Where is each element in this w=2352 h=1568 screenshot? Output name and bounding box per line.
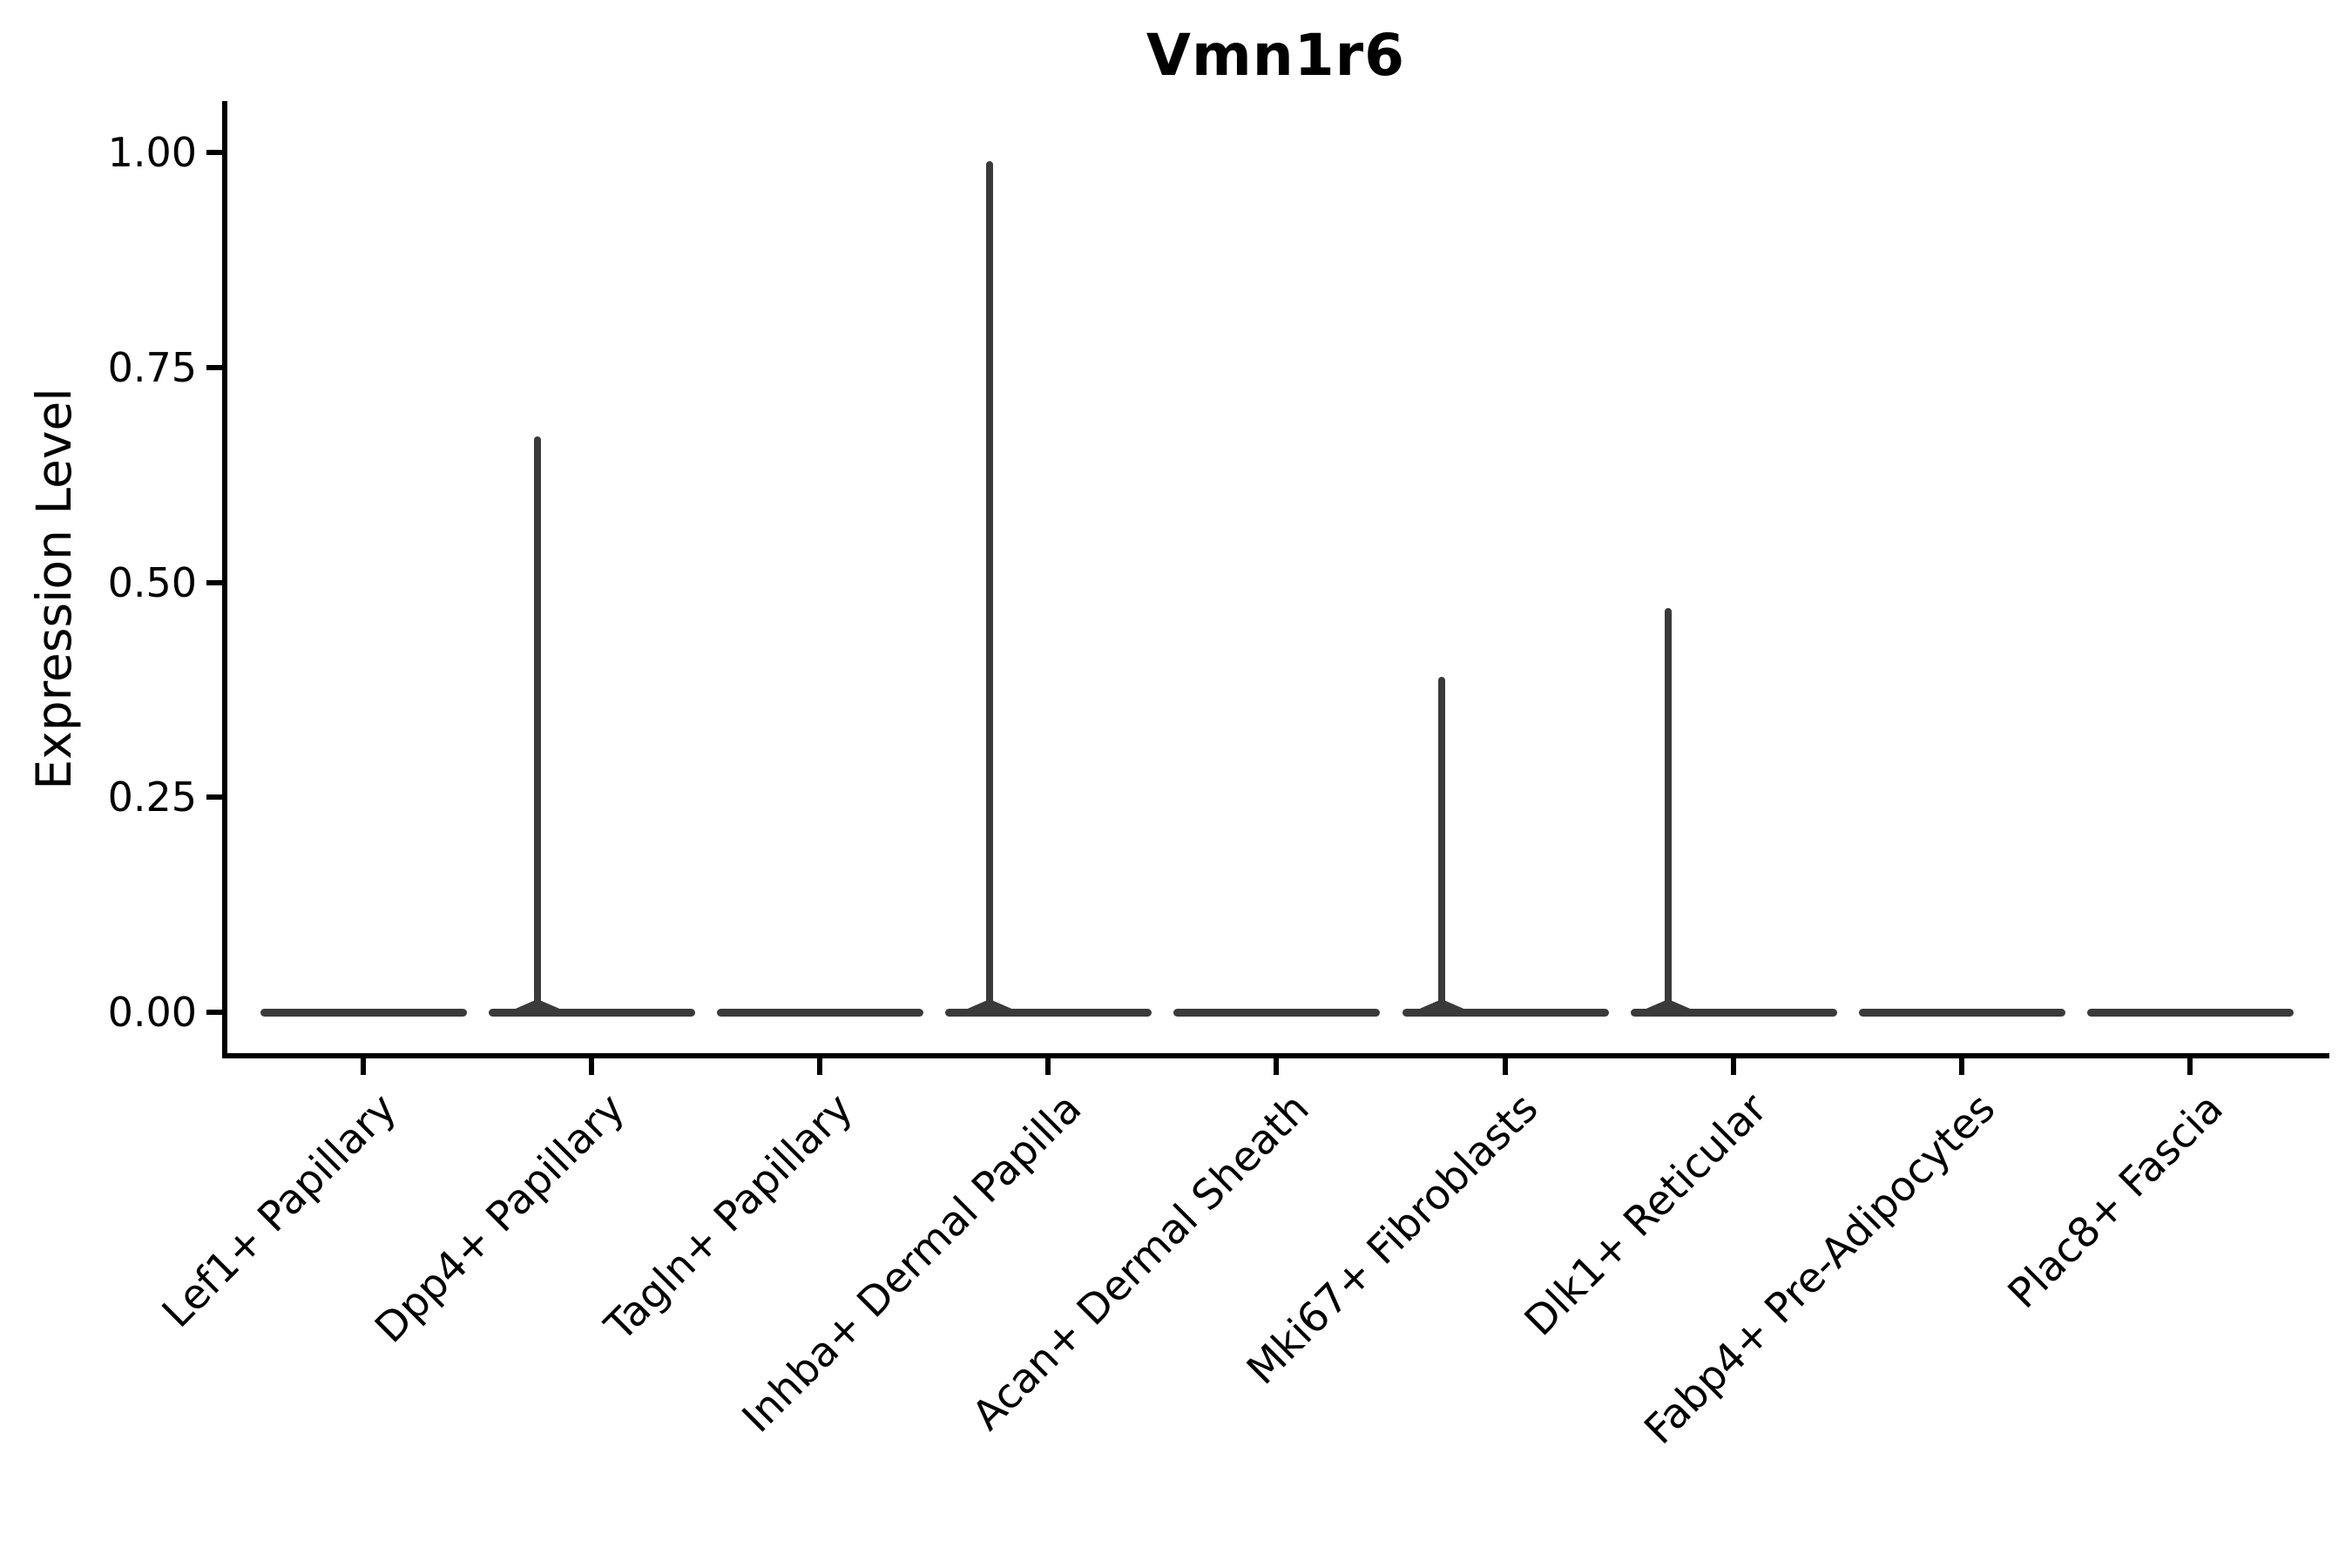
x-tick-label: Tagln+ Papillary: [596, 1084, 862, 1351]
y-tick-label: 0.00: [107, 989, 197, 1036]
chart-title: Vmn1r6: [1146, 22, 1406, 89]
violin-body: [945, 1009, 1152, 1017]
x-tick-label: Dpp4+ Papillary: [366, 1084, 634, 1353]
y-tick-mark: [206, 1010, 222, 1015]
x-tick-label: Lef1+ Papillary: [152, 1084, 406, 1337]
violin-spike: [534, 436, 541, 1016]
violin-spike: [986, 161, 993, 1016]
y-tick-label: 0.75: [107, 344, 197, 391]
x-tick-mark: [817, 1058, 822, 1075]
y-axis-spine: [222, 101, 227, 1058]
x-tick-mark: [1045, 1058, 1051, 1075]
violin-body: [717, 1009, 923, 1017]
y-tick-mark: [206, 794, 222, 800]
x-tick-mark: [1959, 1058, 1964, 1075]
y-tick-mark: [206, 150, 222, 155]
violin-body: [2087, 1009, 2294, 1017]
violin-body: [1631, 1009, 1837, 1017]
x-axis-spine: [222, 1053, 2329, 1058]
x-tick-mark: [361, 1058, 366, 1075]
y-tick-mark: [206, 365, 222, 370]
violin-spike: [1665, 608, 1672, 1016]
x-tick-label: Plac8+ Fascia: [1998, 1084, 2233, 1318]
violin-body: [1402, 1009, 1609, 1017]
violin-body: [489, 1009, 695, 1017]
y-tick-label: 0.50: [107, 559, 197, 606]
violin-body: [260, 1009, 467, 1017]
violin-body: [1173, 1009, 1380, 1017]
x-tick-label: Dlk1+ Reticular: [1515, 1084, 1776, 1346]
y-tick-mark: [206, 580, 222, 585]
x-tick-mark: [589, 1058, 594, 1075]
x-tick-mark: [1503, 1058, 1508, 1075]
x-tick-mark: [1731, 1058, 1736, 1075]
y-tick-label: 0.25: [107, 774, 197, 821]
x-tick-mark: [1274, 1058, 1279, 1075]
y-tick-label: 1.00: [107, 129, 197, 176]
violin-spike: [1438, 677, 1445, 1016]
violin-body: [1859, 1009, 2065, 1017]
x-tick-mark: [2187, 1058, 2193, 1075]
